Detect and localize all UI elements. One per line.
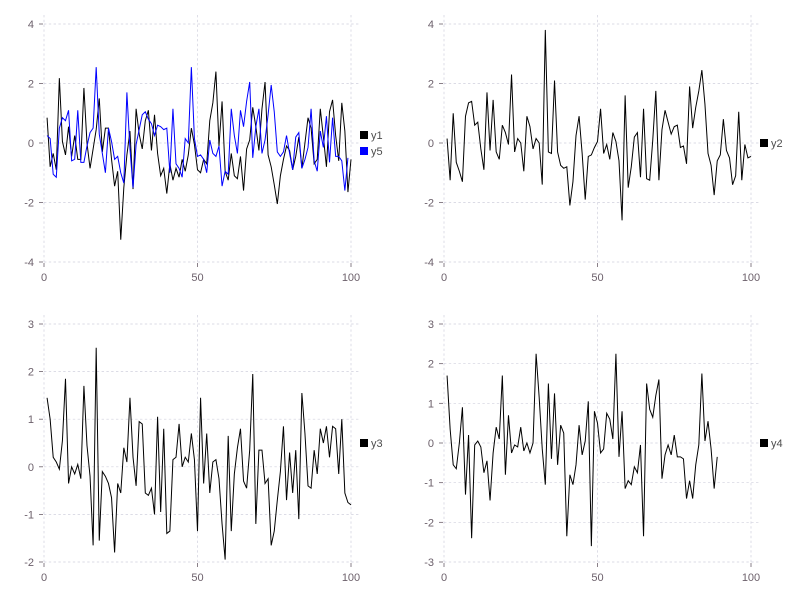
y-axis-tick-labels: 4 2 0 -2 -4 — [24, 19, 34, 269]
series-line-y2 — [446, 29, 752, 221]
x-axis-tick-labels: 0 50 100 — [41, 572, 360, 584]
y-tick-label: 2 — [428, 79, 434, 91]
panel-y4: 3 2 1 0 -1 -2 -3 0 50 100 y4 — [400, 300, 800, 600]
y-tick-label: -2 — [424, 517, 434, 529]
legend-swatch-y2[interactable] — [760, 139, 768, 147]
legend: y4 — [760, 438, 783, 450]
panel2-svg: 4 2 0 -2 -4 0 50 100 y2 — [424, 15, 783, 284]
legend: y3 — [360, 438, 383, 450]
x-tick-label: 100 — [742, 572, 760, 584]
y-tick-label: 0 — [28, 138, 34, 150]
y-tick-label: 2 — [428, 359, 434, 371]
axis-ticks — [439, 23, 752, 267]
panel-y2: 4 2 0 -2 -4 0 50 100 y2 — [400, 0, 800, 300]
y-tick-label: 4 — [428, 19, 434, 31]
legend-label-y5[interactable]: y5 — [371, 146, 383, 158]
series-line-y3 — [46, 347, 352, 560]
y-tick-label: -2 — [424, 198, 434, 210]
y-tick-label: -2 — [24, 198, 34, 210]
y-axis-tick-labels: 3 2 1 0 -1 -2 — [24, 319, 34, 569]
y-tick-label: -1 — [24, 509, 34, 521]
x-tick-label: 50 — [191, 272, 203, 284]
y-tick-label: 1 — [428, 398, 434, 410]
y-tick-label: -4 — [424, 257, 434, 269]
legend-swatch-y4[interactable] — [760, 439, 768, 447]
gridlines — [443, 315, 759, 563]
y-tick-label: 3 — [428, 319, 434, 331]
x-tick-label: 100 — [342, 272, 360, 284]
y-tick-label: -1 — [424, 478, 434, 490]
y-tick-label: 0 — [428, 138, 434, 150]
x-tick-label: 50 — [591, 572, 603, 584]
series-line-y4 — [446, 353, 718, 547]
legend-label-y2[interactable]: y2 — [771, 138, 783, 150]
x-tick-label: 50 — [191, 572, 203, 584]
legend-swatch-y1[interactable] — [360, 131, 368, 139]
y-tick-label: 4 — [28, 19, 34, 31]
x-tick-label: 0 — [41, 272, 47, 284]
y-tick-label: 3 — [28, 319, 34, 331]
axis-ticks — [439, 323, 752, 567]
x-axis-tick-labels: 0 50 100 — [441, 572, 760, 584]
panel-y3: 3 2 1 0 -1 -2 0 50 100 y3 — [0, 300, 400, 600]
y-axis-tick-labels: 4 2 0 -2 -4 — [424, 19, 434, 269]
y-axis-tick-labels: 3 2 1 0 -1 -2 -3 — [424, 319, 434, 569]
axis-ticks — [39, 23, 352, 267]
y-tick-label: 0 — [428, 438, 434, 450]
legend: y2 — [760, 138, 783, 150]
panel4-svg: 3 2 1 0 -1 -2 -3 0 50 100 y4 — [424, 315, 783, 584]
legend-label-y4[interactable]: y4 — [771, 438, 783, 450]
x-tick-label: 50 — [591, 272, 603, 284]
x-tick-label: 100 — [742, 272, 760, 284]
y-tick-label: -3 — [424, 557, 434, 569]
axis-ticks — [39, 323, 352, 567]
legend-label-y1[interactable]: y1 — [371, 130, 383, 142]
legend-label-y3[interactable]: y3 — [371, 438, 383, 450]
gridlines — [43, 315, 359, 563]
y-tick-label: 2 — [28, 367, 34, 379]
legend-swatch-y3[interactable] — [360, 439, 368, 447]
x-tick-label: 0 — [41, 572, 47, 584]
y-tick-label: -2 — [24, 557, 34, 569]
panel3-svg: 3 2 1 0 -1 -2 0 50 100 y3 — [24, 315, 383, 584]
y-tick-label: 2 — [28, 79, 34, 91]
x-axis-tick-labels: 0 50 100 — [41, 272, 360, 284]
x-tick-label: 0 — [441, 572, 447, 584]
y-tick-label: -4 — [24, 257, 34, 269]
x-tick-label: 100 — [342, 572, 360, 584]
panel-y1-y5: 4 2 0 -2 -4 0 50 100 y1 y5 — [0, 0, 400, 300]
x-axis-tick-labels: 0 50 100 — [441, 272, 760, 284]
y-tick-label: 0 — [28, 462, 34, 474]
y-tick-label: 1 — [28, 414, 34, 426]
legend-swatch-y5[interactable] — [360, 147, 368, 155]
x-tick-label: 0 — [441, 272, 447, 284]
series-line-y5 — [46, 67, 349, 191]
